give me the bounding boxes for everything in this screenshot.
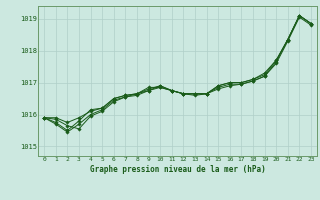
X-axis label: Graphe pression niveau de la mer (hPa): Graphe pression niveau de la mer (hPa)	[90, 165, 266, 174]
